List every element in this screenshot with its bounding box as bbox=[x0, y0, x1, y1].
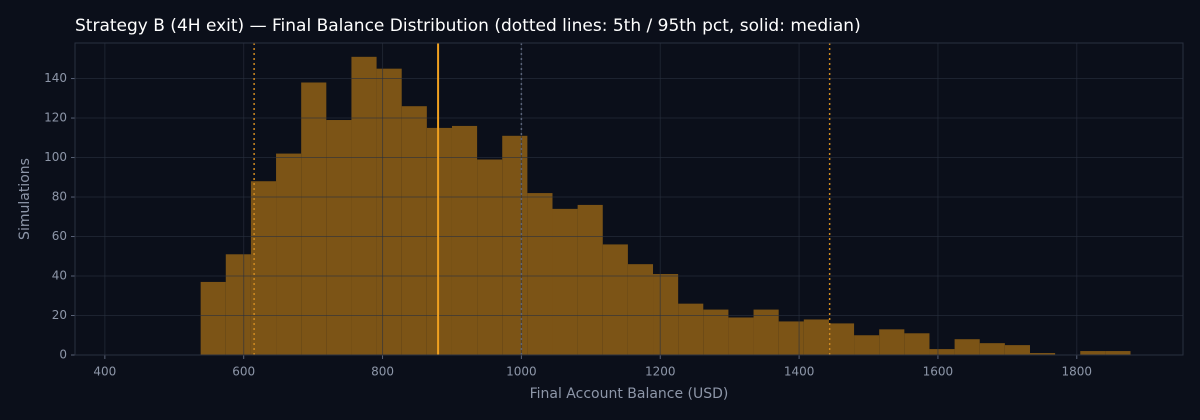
bar bbox=[401, 106, 427, 355]
bar bbox=[929, 349, 955, 355]
plot-frame bbox=[74, 42, 1184, 356]
y-tick-label: 60 bbox=[52, 229, 67, 243]
x-tick-label: 1000 bbox=[506, 365, 537, 379]
y-tick-label: 20 bbox=[52, 308, 67, 322]
bar bbox=[276, 153, 302, 355]
bar bbox=[1080, 351, 1106, 355]
bar bbox=[426, 127, 452, 355]
bar bbox=[451, 125, 478, 355]
bar bbox=[351, 56, 377, 355]
bar bbox=[803, 319, 829, 355]
bar bbox=[778, 321, 804, 355]
y-axis-label: Simulations bbox=[17, 158, 33, 240]
bar bbox=[1105, 351, 1131, 355]
bar bbox=[753, 309, 779, 355]
bar bbox=[904, 333, 930, 355]
bar bbox=[250, 181, 277, 355]
bar bbox=[527, 193, 553, 355]
bar bbox=[225, 254, 251, 355]
bar bbox=[979, 343, 1005, 355]
bar bbox=[326, 120, 352, 355]
bar bbox=[1004, 345, 1030, 355]
y-tick-label: 100 bbox=[44, 150, 67, 164]
bar bbox=[879, 329, 905, 355]
x-axis-label: Final Account Balance (USD) bbox=[530, 386, 729, 402]
bar bbox=[301, 82, 327, 356]
y-tick-label: 120 bbox=[44, 111, 67, 125]
bar bbox=[200, 281, 226, 355]
x-tick-label: 1800 bbox=[1062, 365, 1093, 379]
bar bbox=[854, 335, 880, 355]
bar bbox=[954, 339, 980, 355]
y-tick-label: 0 bbox=[59, 348, 67, 362]
bar bbox=[627, 264, 654, 355]
x-tick-label: 1600 bbox=[923, 365, 954, 379]
y-tick-label: 140 bbox=[44, 71, 67, 85]
bar bbox=[552, 208, 578, 355]
bar bbox=[502, 135, 528, 355]
bar bbox=[678, 303, 704, 355]
bar bbox=[1029, 353, 1056, 355]
bar bbox=[728, 317, 754, 355]
x-tick-label: 1400 bbox=[784, 365, 815, 379]
y-tick-label: 40 bbox=[52, 269, 67, 283]
chart-title: Strategy B (4H exit) — Final Balance Dis… bbox=[75, 16, 861, 36]
bar bbox=[577, 204, 603, 355]
bar bbox=[653, 274, 679, 355]
x-tick-label: 400 bbox=[93, 365, 116, 379]
bar bbox=[376, 68, 402, 355]
bar bbox=[477, 159, 503, 355]
x-tick-label: 1200 bbox=[645, 365, 676, 379]
x-tick-label: 600 bbox=[232, 365, 255, 379]
bar bbox=[602, 244, 628, 355]
y-tick-label: 80 bbox=[52, 190, 67, 204]
bar bbox=[703, 309, 729, 355]
bar bbox=[828, 323, 855, 355]
x-tick-label: 800 bbox=[371, 365, 394, 379]
